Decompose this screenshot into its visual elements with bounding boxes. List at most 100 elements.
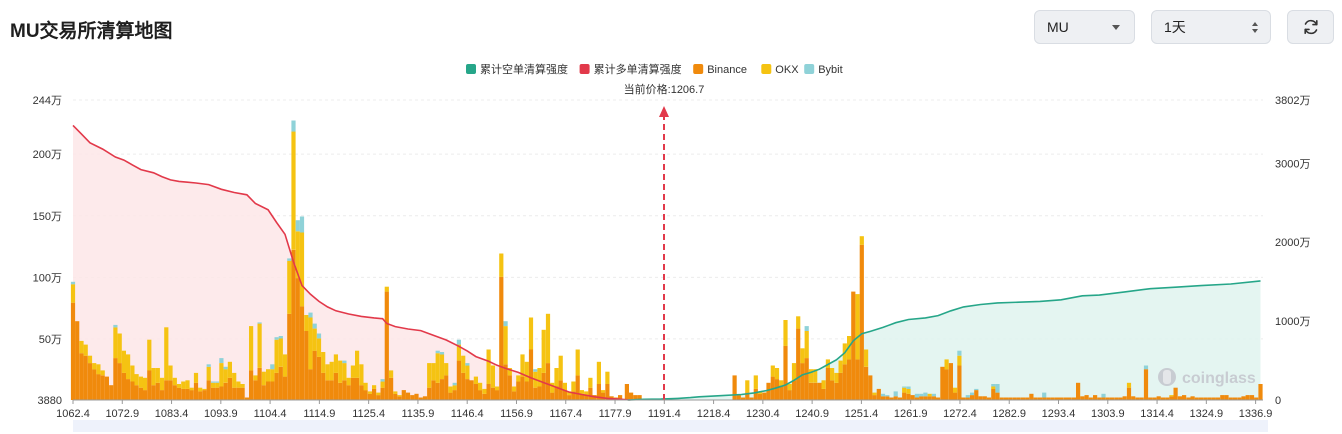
bar-okx [927, 393, 932, 397]
bar-okx [223, 369, 228, 383]
bar-binance [757, 393, 763, 400]
bar-okx [821, 380, 826, 389]
bar-binance [329, 380, 334, 400]
bar-okx [562, 382, 567, 391]
bar-okx [448, 386, 453, 393]
legend-label[interactable]: 累计多单清算强度 [594, 62, 682, 76]
bar-binance [596, 384, 601, 400]
bar-bybit [919, 393, 924, 397]
bar-okx [495, 386, 500, 391]
bar-okx [240, 384, 245, 388]
bar-binance [923, 396, 928, 400]
bar-binance [452, 390, 457, 400]
bar-binance [1199, 397, 1204, 400]
x-tick-label: 1167.4 [549, 408, 582, 420]
bar-binance [995, 392, 1000, 400]
bar-binance [533, 387, 538, 400]
refresh-button[interactable] [1287, 10, 1334, 44]
bar-binance [261, 385, 266, 400]
bar-binance [1203, 397, 1208, 400]
bar-okx [363, 382, 368, 391]
bar-binance [143, 390, 148, 400]
bar-binance [991, 388, 996, 400]
bar-okx [1126, 382, 1132, 388]
bar-binance [637, 395, 642, 400]
bar-binance [562, 390, 567, 400]
bar-okx [834, 372, 839, 383]
legend-label[interactable]: 累计空单清算强度 [480, 62, 568, 76]
bar-binance [633, 395, 638, 400]
bar-okx [804, 331, 809, 359]
bar-binance [164, 380, 169, 400]
bar-binance [113, 358, 118, 400]
bar-binance [1215, 397, 1221, 400]
legend-swatch [693, 64, 704, 74]
x-tick-label: 1191.4 [648, 408, 681, 420]
bar-binance [618, 395, 623, 400]
y-left-tick-label: 100万 [33, 272, 62, 284]
bar-okx [486, 349, 491, 384]
x-tick-label: 1135.9 [402, 408, 435, 420]
bar-binance [325, 380, 330, 400]
bar-okx [389, 370, 394, 378]
bar-binance [1059, 397, 1064, 400]
bar-okx [304, 315, 309, 331]
legend-swatch [804, 64, 815, 74]
bar-binance [189, 390, 194, 400]
x-tick-label: 1251.4 [845, 408, 879, 420]
bar-binance [567, 395, 572, 400]
bar-binance [393, 393, 398, 400]
bar-binance [940, 366, 945, 400]
bar-binance [813, 382, 818, 400]
bar-bybit [291, 120, 296, 132]
bar-binance [914, 397, 919, 400]
bar-binance [1182, 395, 1187, 400]
bar-okx [864, 349, 869, 367]
refresh-icon [1303, 19, 1318, 35]
bar-okx [787, 384, 792, 391]
legend-label[interactable]: Binance [707, 64, 747, 76]
bar-okx [189, 387, 194, 391]
x-tick-label: 1314.4 [1140, 408, 1174, 420]
bar-binance [1105, 397, 1110, 400]
bar-binance [321, 372, 326, 400]
bar-okx [584, 391, 589, 396]
bar-okx [384, 286, 389, 292]
current-price-label: 当前价格:1206.7 [624, 82, 705, 96]
bar-binance [855, 359, 860, 400]
bar-binance [1118, 397, 1123, 400]
bar-binance [1016, 397, 1021, 400]
x-tick-label: 1072.9 [105, 408, 139, 420]
legend-label[interactable]: Bybit [818, 64, 842, 76]
bar-binance [219, 386, 224, 400]
bar-binance [448, 392, 453, 400]
bar-binance [779, 385, 784, 400]
bar-okx [872, 392, 877, 396]
bar-binance [227, 377, 232, 400]
bar-okx [439, 354, 445, 379]
bar-binance [1258, 384, 1263, 400]
interval-select[interactable]: 1天 [1151, 10, 1271, 44]
bar-binance [266, 381, 271, 400]
x-tick-label: 1293.4 [1042, 408, 1076, 420]
bar-binance [355, 377, 360, 400]
bar-binance [512, 391, 517, 400]
bar-bybit [113, 324, 118, 328]
zoom-slider[interactable] [73, 420, 1268, 432]
bar-binance [257, 368, 262, 400]
bar-binance [126, 379, 131, 400]
bar-binance [1143, 369, 1149, 400]
legend-label[interactable]: OKX [775, 64, 799, 76]
bar-binance [1025, 397, 1030, 400]
y-left-tick-label: 150万 [33, 211, 62, 223]
bar-binance [571, 391, 576, 400]
bar-binance [584, 395, 589, 400]
bar-binance [236, 387, 241, 400]
bar-binance [834, 382, 839, 400]
bar-okx [168, 365, 173, 381]
bar-okx [528, 317, 534, 350]
bar-binance [762, 392, 767, 400]
symbol-select[interactable]: MU [1034, 10, 1135, 44]
bar-binance [927, 396, 932, 400]
bar-okx [554, 368, 559, 387]
